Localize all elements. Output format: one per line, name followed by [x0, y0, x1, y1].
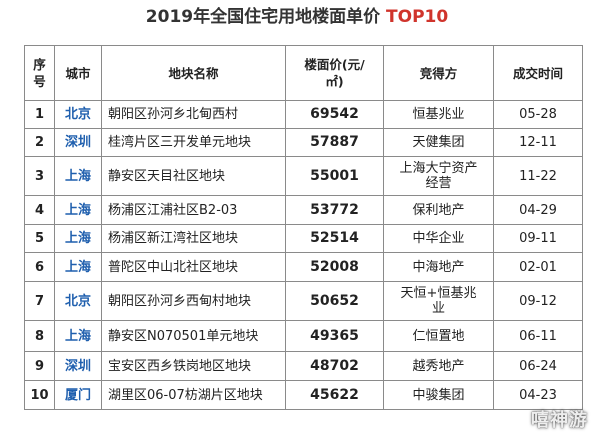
- row-price: 69542: [285, 100, 384, 129]
- row-seq: 7: [24, 281, 55, 321]
- row-city: 上海: [54, 320, 102, 352]
- header-winner: 竞得方: [383, 45, 494, 101]
- title-text: 2019年全国住宅用地楼面单价: [145, 7, 381, 27]
- row-plot-name: 杨浦区江浦社区B2-03: [101, 195, 286, 225]
- row-city: 上海: [54, 224, 102, 253]
- row-plot-name: 静安区N070501单元地块: [101, 320, 286, 352]
- ranking-table: 序号 城市 地块名称 楼面价(元/㎡) 竞得方 成交时间 1 北京 朝阳区孙河乡北甸…: [24, 45, 583, 410]
- table-row: 9 深圳 宝安区西乡铁岗地区地块 48702 越秀地产 06-24: [24, 351, 583, 381]
- row-price: 49365: [285, 320, 384, 352]
- row-seq: 5: [24, 224, 55, 253]
- header-city: 城市: [54, 45, 102, 101]
- row-date: 04-29: [493, 195, 583, 225]
- row-city: 上海: [54, 156, 102, 196]
- row-winner: 恒基兆业: [383, 100, 494, 129]
- row-seq: 6: [24, 252, 55, 282]
- row-plot-name: 朝阳区孙河乡北甸西村: [101, 100, 286, 129]
- row-winner: 保利地产: [383, 195, 494, 225]
- row-plot-name: 普陀区中山北社区地块: [101, 252, 286, 282]
- row-date: 02-01: [493, 252, 583, 282]
- row-city: 北京: [54, 281, 102, 321]
- row-date: 11-22: [493, 156, 583, 196]
- table-row: 1 北京 朝阳区孙河乡北甸西村 69542 恒基兆业 05-28: [24, 100, 583, 129]
- row-winner: 中骏集团: [383, 380, 494, 410]
- row-plot-name: 杨浦区新江湾社区地块: [101, 224, 286, 253]
- row-city: 北京: [54, 100, 102, 129]
- row-seq: 2: [24, 128, 55, 157]
- row-seq: 1: [24, 100, 55, 129]
- row-city: 厦门: [54, 380, 102, 410]
- row-date: 09-11: [493, 224, 583, 253]
- row-winner: 越秀地产: [383, 351, 494, 381]
- table-row: 4 上海 杨浦区江浦社区B2-03 53772 保利地产 04-29: [24, 195, 583, 225]
- header-seq: 序号: [24, 45, 55, 101]
- row-winner: 天恒+恒基兆业: [383, 281, 494, 321]
- row-price: 55001: [285, 156, 384, 196]
- row-seq: 8: [24, 320, 55, 352]
- table-row: 2 深圳 桂湾片区三开发单元地块 57887 天健集团 12-11: [24, 128, 583, 157]
- row-city: 上海: [54, 252, 102, 282]
- row-city: 深圳: [54, 351, 102, 381]
- row-plot-name: 湖里区06-07枋湖片区地块: [101, 380, 286, 410]
- header-price: 楼面价(元/㎡): [285, 45, 384, 101]
- header-plot: 地块名称: [101, 45, 286, 101]
- header-date: 成交时间: [493, 45, 583, 101]
- table-row: 10 厦门 湖里区06-07枋湖片区地块 45622 中骏集团 04-23: [24, 380, 583, 410]
- row-date: 05-28: [493, 100, 583, 129]
- row-city: 深圳: [54, 128, 102, 157]
- row-winner: 仁恒置地: [383, 320, 494, 352]
- row-seq: 10: [24, 380, 55, 410]
- row-price: 48702: [285, 351, 384, 381]
- row-price: 52008: [285, 252, 384, 282]
- table-row: 3 上海 静安区天目社区地块 55001 上海大宁资产经营 11-22: [24, 156, 583, 196]
- row-winner: 天健集团: [383, 128, 494, 157]
- row-seq: 3: [24, 156, 55, 196]
- row-date: 06-24: [493, 351, 583, 381]
- row-city: 上海: [54, 195, 102, 225]
- row-winner: 中华企业: [383, 224, 494, 253]
- table-row: 8 上海 静安区N070501单元地块 49365 仁恒置地 06-11: [24, 320, 583, 352]
- row-date: 04-23: [493, 380, 583, 410]
- row-price: 53772: [285, 195, 384, 225]
- table-row: 7 北京 朝阳区孙河乡西甸村地块 50652 天恒+恒基兆业 09-12: [24, 281, 583, 321]
- row-date: 06-11: [493, 320, 583, 352]
- row-date: 12-11: [493, 128, 583, 157]
- row-price: 57887: [285, 128, 384, 157]
- row-price: 52514: [285, 224, 384, 253]
- table-row: 6 上海 普陀区中山北社区地块 52008 中海地产 02-01: [24, 252, 583, 282]
- row-winner: 上海大宁资产经营: [383, 156, 494, 196]
- row-seq: 4: [24, 195, 55, 225]
- row-winner: 中海地产: [383, 252, 494, 282]
- row-price: 50652: [285, 281, 384, 321]
- title-accent: TOP10: [386, 7, 449, 27]
- row-seq: 9: [24, 351, 55, 381]
- row-plot-name: 宝安区西乡铁岗地区地块: [101, 351, 286, 381]
- row-price: 45622: [285, 380, 384, 410]
- row-plot-name: 朝阳区孙河乡西甸村地块: [101, 281, 286, 321]
- row-date: 09-12: [493, 281, 583, 321]
- table-title: 2019年全国住宅用地楼面单价 TOP10: [0, 0, 594, 34]
- watermark-logo: 嘻神游: [531, 410, 588, 431]
- table-row: 5 上海 杨浦区新江湾社区地块 52514 中华企业 09-11: [24, 224, 583, 253]
- header-row: 序号 城市 地块名称 楼面价(元/㎡) 竞得方 成交时间: [24, 45, 583, 101]
- row-plot-name: 桂湾片区三开发单元地块: [101, 128, 286, 157]
- row-plot-name: 静安区天目社区地块: [101, 156, 286, 196]
